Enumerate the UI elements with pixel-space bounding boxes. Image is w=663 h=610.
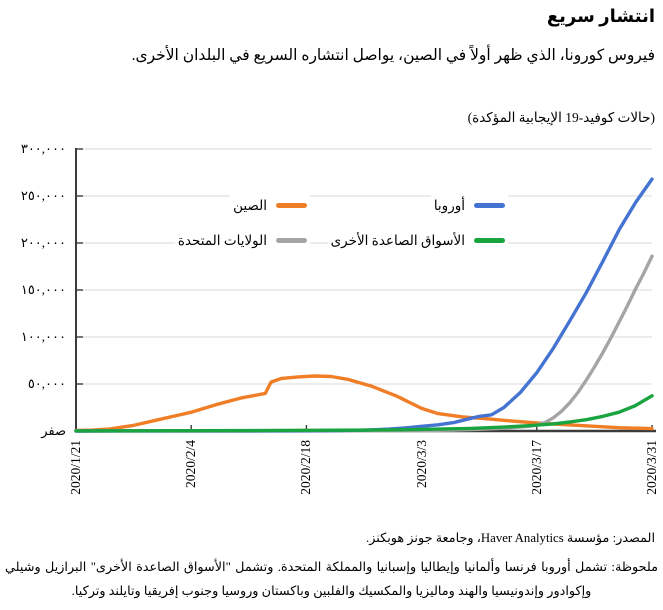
page-title: انتشار سريع	[546, 6, 655, 26]
legend-item-china: الصين	[230, 195, 310, 216]
source-note: المصدر: مؤسسة Haver Analytics، وجامعة جو…	[366, 531, 655, 545]
y-axis-tick-label: ١٠٠,٠٠٠	[20, 329, 66, 344]
chart-line-em	[74, 394, 654, 433]
chart-line-europe	[74, 177, 654, 433]
y-axis-tick-label: ١٥٠,٠٠٠	[20, 282, 66, 297]
y-axis-tick-label: ٢٥٠,٠٠٠	[20, 188, 66, 203]
legend-item-europe: أوروبا	[430, 195, 508, 216]
x-axis-tick-label: 2020/3/3	[413, 440, 429, 489]
chart-subtitle: فيروس كورونا، الذي ظهر أولاً في الصين، ي…	[131, 47, 655, 64]
x-axis-tick-label: 2020/2/4	[183, 440, 199, 489]
legend-label-china: الصين	[233, 198, 267, 213]
y-axis-tick-label: ٣٠٠,٠٠٠	[20, 141, 66, 156]
legend-label-europe: أوروبا	[433, 198, 465, 213]
chart-note: ملحوظة: تشمل أوروبا فرنسا وألمانيا وإيطا…	[5, 560, 658, 598]
legend-item-us: الولايات المتحدة	[174, 230, 310, 251]
y-axis-tick-label: صفر	[41, 423, 66, 438]
x-axis-tick-label: 2020/3/17	[528, 440, 544, 495]
x-axis-tick-label: 2020/2/18	[298, 440, 314, 495]
legend-swatch-china	[276, 203, 307, 208]
legend-swatch-europe	[474, 203, 505, 208]
x-axis-tick-label: 2020/3/31	[644, 440, 659, 495]
legend-swatch-us	[276, 238, 307, 243]
legend-label-us: الولايات المتحدة	[177, 233, 267, 248]
chart-line-china	[74, 374, 654, 433]
legend-label-em: الأسواق الصاعدة الأخرى	[330, 233, 465, 248]
y-axis-tick-label: ٢٠٠,٠٠٠	[20, 235, 66, 250]
chart-line-us	[74, 254, 654, 433]
legend-swatch-em	[474, 238, 505, 243]
y-axis-tick-label: ٥٠,٠٠٠	[27, 376, 66, 391]
legend-item-em: الأسواق الصاعدة الأخرى	[327, 230, 508, 251]
x-axis-tick-label: 2020/1/21	[68, 440, 83, 495]
y-axis-units-label: (حالات كوفيد-19 الإيجابية المؤكدة)	[467, 110, 655, 125]
